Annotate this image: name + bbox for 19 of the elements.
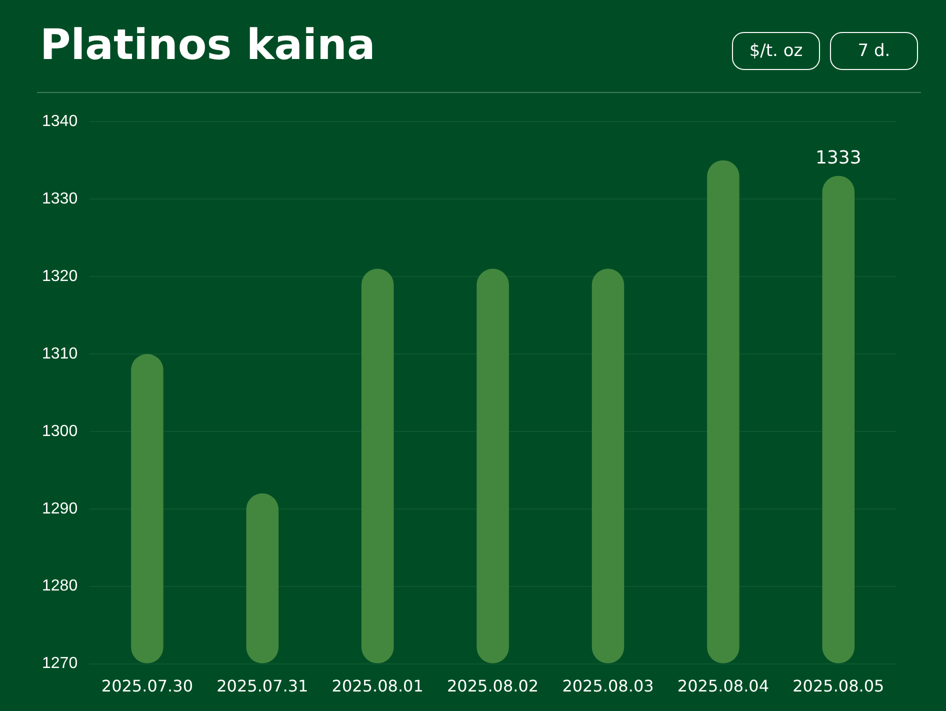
y-tick-label: 1290	[42, 500, 78, 518]
text: 7 d.	[830, 32, 918, 70]
text: $/t. oz	[732, 32, 820, 70]
y-tick-label: 1300	[42, 422, 78, 440]
y-tick-label: 1330	[42, 190, 78, 208]
x-tick-label: 2025.07.31	[216, 676, 308, 696]
y-tick-label: 1270	[42, 655, 78, 672]
x-tick-label: 2025.08.05	[792, 676, 884, 696]
chart-title: Platinos kaina	[40, 20, 376, 69]
y-tick-label: 1320	[42, 268, 78, 285]
x-tick-label: 2025.08.03	[562, 676, 654, 696]
x-tick-label: 2025.08.04	[677, 676, 770, 696]
x-tick-label: 2025.07.30	[101, 676, 193, 696]
y-tick-label: 1280	[42, 578, 78, 595]
y-tick-label: 1340	[42, 113, 78, 130]
y-tick-label: 1310	[42, 345, 78, 362]
data-label: 1333	[815, 147, 862, 168]
x-tick-label: 2025.08.02	[446, 676, 539, 696]
x-tick-label: 2025.08.01	[332, 676, 424, 696]
